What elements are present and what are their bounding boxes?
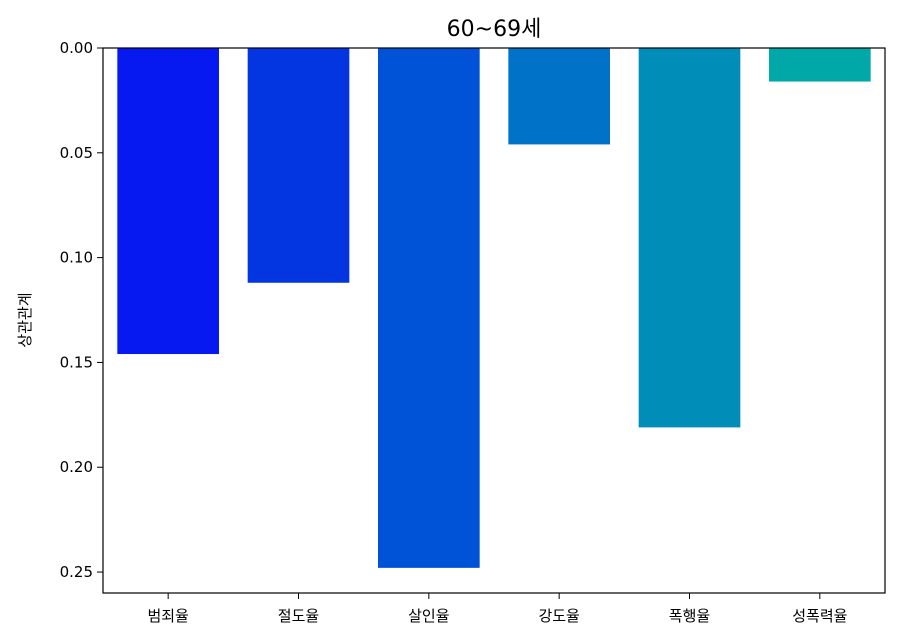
bar-3 bbox=[378, 48, 480, 568]
chart-title: 60~69세 bbox=[447, 17, 542, 42]
y-tick-label: 0.10 bbox=[60, 249, 93, 267]
y-axis-label: 상관관계 bbox=[16, 292, 34, 347]
y-tick-label: 0.15 bbox=[60, 353, 93, 371]
bar-1 bbox=[117, 48, 219, 355]
x-tick-label: 강도율 bbox=[538, 607, 579, 625]
bars-group bbox=[117, 48, 871, 568]
y-tick-label: 0.00 bbox=[60, 39, 93, 57]
bar-5 bbox=[638, 48, 741, 428]
bar-6 bbox=[769, 48, 871, 82]
x-tick-label: 범죄율 bbox=[147, 607, 188, 625]
bar-4 bbox=[508, 48, 610, 145]
x-tick-label: 폭행율 bbox=[669, 607, 710, 625]
x-tick-label: 살인율 bbox=[408, 607, 449, 625]
x-tick-label: 성폭력율 bbox=[792, 607, 847, 625]
bar-2 bbox=[247, 48, 350, 283]
y-tick-label: 0.20 bbox=[60, 458, 93, 476]
plot-frame bbox=[102, 47, 886, 594]
x-tick-label: 절도율 bbox=[278, 607, 319, 625]
y-tick-label: 0.25 bbox=[60, 563, 93, 581]
y-ticks-group: 0.00 0.05 0.10 0.15 0.20 0.25 bbox=[60, 39, 103, 581]
y-tick-label: 0.05 bbox=[60, 144, 93, 162]
x-ticks-group: 범죄율 절도율 살인율 강도율 폭행율 성폭력율 bbox=[147, 593, 847, 625]
